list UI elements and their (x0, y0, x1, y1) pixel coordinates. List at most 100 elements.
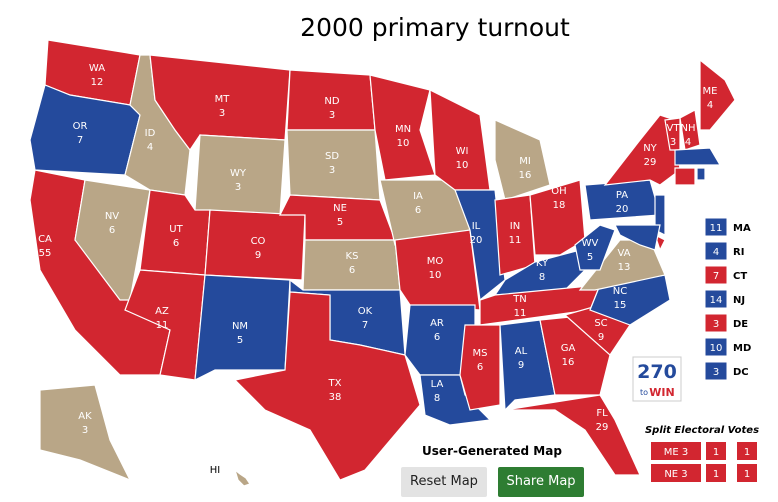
state-abbr: CA (38, 234, 52, 245)
logo-word: WIN (649, 386, 674, 399)
state-votes: 11 (156, 320, 169, 331)
state-votes: 8 (539, 272, 545, 283)
state-abbr: MT (215, 94, 231, 105)
state-fl (504, 394, 641, 476)
state-votes: 13 (618, 262, 631, 273)
state-wv (574, 224, 616, 271)
state-abbr: KS (346, 251, 359, 262)
state-votes: 5 (337, 217, 343, 228)
caption: User-Generated Map (422, 444, 562, 458)
state-tx (233, 291, 421, 481)
state-votes: 29 (596, 422, 609, 433)
callout-abbr: CT (733, 271, 747, 282)
callout-abbr: MD (733, 343, 751, 354)
state-votes: 10 (429, 270, 442, 281)
state-il (454, 189, 506, 302)
state-votes: 11 (514, 308, 527, 319)
callout-votes: 10 (710, 343, 723, 354)
state-abbr: MO (427, 256, 444, 267)
state-abbr: NY (643, 143, 657, 154)
state-votes: 11 (509, 235, 522, 246)
state-votes: 7 (362, 320, 368, 331)
state-va (578, 239, 666, 291)
state-votes: 6 (415, 205, 421, 216)
state-abbr: TN (512, 294, 527, 305)
state-abbr: OH (551, 186, 566, 197)
state-abbr: UT (169, 224, 183, 235)
state-abbr: IA (413, 191, 423, 202)
state-abbr: ND (324, 96, 339, 107)
state-votes: 29 (644, 157, 657, 168)
state-abbr: MS (473, 348, 488, 359)
state-abbr: WA (89, 63, 105, 74)
state-votes: 3 (329, 165, 335, 176)
state-votes: 9 (255, 250, 261, 261)
logo-small: to (640, 388, 648, 397)
state-votes: 3 (235, 182, 241, 193)
callout-votes: 7 (713, 271, 719, 282)
state-votes: 4 (147, 142, 153, 153)
state-nm (194, 274, 291, 382)
state-abbr: WV (582, 238, 599, 249)
state-votes: 16 (519, 170, 532, 181)
district-votes: 1 (713, 469, 719, 480)
state-votes: 4 (707, 100, 713, 111)
state-abbr: ID (145, 128, 156, 139)
state-wi (429, 88, 491, 191)
state-votes: 6 (434, 332, 440, 343)
state-votes: 18 (553, 200, 566, 211)
callout-votes: 4 (713, 247, 719, 258)
state-votes: 6 (477, 362, 483, 373)
district-votes: 1 (713, 447, 719, 458)
state-abbr: SC (594, 318, 607, 329)
state-md (614, 224, 661, 251)
state-ma (674, 147, 722, 166)
state-abbr: IN (510, 221, 520, 232)
district-box (737, 464, 757, 482)
state-ak (39, 384, 132, 482)
state-abbr: CO (251, 236, 266, 247)
split-title: Split Electoral Votes (645, 425, 759, 436)
state-abbr: MN (395, 124, 411, 135)
callout-abbr: NJ (733, 295, 745, 306)
callout-box (704, 361, 728, 381)
callout-abbr: MA (733, 223, 751, 234)
callout-box (704, 265, 728, 285)
state-abbr: AZ (155, 306, 169, 317)
state-votes: 5 (237, 335, 243, 346)
title: 2000 primary turnout (300, 13, 570, 42)
state-votes: 5 (587, 252, 593, 263)
callout-box (704, 337, 728, 357)
state-votes: 38 (329, 392, 342, 403)
callout-abbr: DC (733, 367, 749, 378)
state-votes: 8 (434, 393, 440, 404)
state-me (699, 58, 736, 131)
state-votes: 10 (456, 160, 469, 171)
callout-votes: 3 (713, 367, 719, 378)
callout-votes: 14 (710, 295, 723, 306)
state-abbr: VA (617, 248, 630, 259)
logo-box (632, 356, 682, 402)
district-votes: 1 (744, 469, 750, 480)
state-abbr: TX (328, 378, 342, 389)
logo: 270 to WIN (632, 356, 682, 402)
state-abbr: KY (536, 258, 549, 269)
state-oh (529, 179, 586, 256)
state-votes: 9 (598, 332, 604, 343)
state-hi (233, 468, 251, 487)
state-abbr: MI (519, 156, 531, 167)
state-abbr: ME (703, 86, 718, 97)
share-button[interactable]: Share Map (498, 467, 584, 497)
callout-votes: 11 (710, 223, 723, 234)
state-abbr: NM (232, 321, 248, 332)
state-votes: 9 (518, 360, 524, 371)
state-abbr: NH (681, 123, 696, 134)
state-votes: 4 (242, 465, 248, 476)
callout-abbr: RI (733, 247, 744, 258)
state-abbr: WY (230, 168, 247, 179)
state-abbr: PA (616, 190, 628, 201)
split-label: ME 3 (664, 447, 689, 458)
reset-button[interactable]: Reset Map (401, 467, 487, 497)
